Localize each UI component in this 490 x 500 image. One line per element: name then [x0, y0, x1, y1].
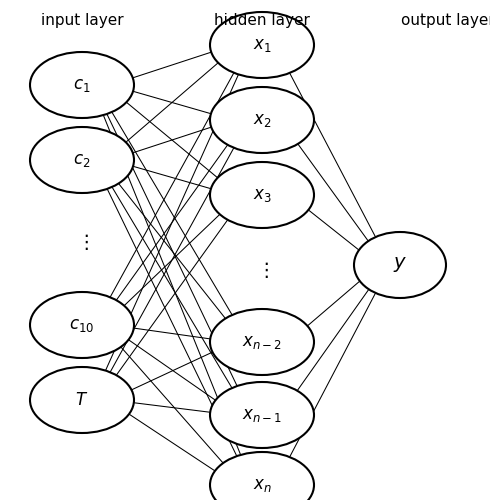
Text: output layer: output layer [401, 13, 490, 28]
Text: $T$: $T$ [75, 391, 89, 409]
Ellipse shape [30, 367, 134, 433]
Text: $x_3$: $x_3$ [253, 186, 271, 204]
Ellipse shape [30, 52, 134, 118]
Text: $x_{n-1}$: $x_{n-1}$ [242, 406, 282, 424]
Text: $x_{n-2}$: $x_{n-2}$ [242, 333, 282, 351]
Text: $\vdots$: $\vdots$ [75, 232, 88, 252]
Ellipse shape [210, 452, 314, 500]
Ellipse shape [210, 162, 314, 228]
Ellipse shape [210, 309, 314, 375]
Text: $x_1$: $x_1$ [253, 36, 271, 54]
Text: $c_2$: $c_2$ [74, 151, 91, 169]
Text: $c_{10}$: $c_{10}$ [70, 316, 95, 334]
Text: $\vdots$: $\vdots$ [256, 260, 269, 280]
Ellipse shape [30, 127, 134, 193]
Ellipse shape [210, 382, 314, 448]
Text: $y$: $y$ [393, 256, 407, 274]
Text: $x_2$: $x_2$ [253, 111, 271, 129]
Text: hidden layer: hidden layer [214, 13, 310, 28]
Text: input layer: input layer [41, 13, 123, 28]
Ellipse shape [210, 12, 314, 78]
Ellipse shape [354, 232, 446, 298]
Text: $c_1$: $c_1$ [73, 76, 91, 94]
Text: $x_n$: $x_n$ [252, 476, 271, 494]
Ellipse shape [210, 87, 314, 153]
Ellipse shape [30, 292, 134, 358]
